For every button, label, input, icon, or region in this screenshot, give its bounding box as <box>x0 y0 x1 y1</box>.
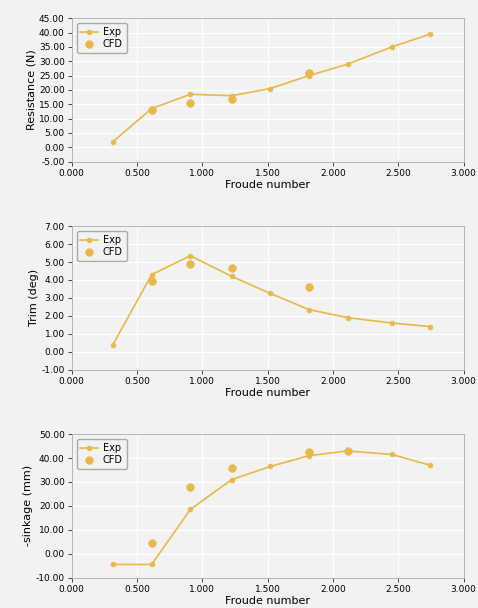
CFD <box>186 482 194 492</box>
Line: Exp: Exp <box>110 32 433 144</box>
Legend: Exp, CFD: Exp, CFD <box>76 231 127 261</box>
Exp <box>427 323 433 330</box>
CFD <box>148 276 155 286</box>
Exp <box>110 341 116 348</box>
Legend: Exp, CFD: Exp, CFD <box>76 23 127 53</box>
Exp <box>306 72 312 79</box>
Exp <box>267 290 273 297</box>
Y-axis label: -sinkage (mm): -sinkage (mm) <box>23 465 33 547</box>
Exp <box>187 506 193 513</box>
Exp <box>306 306 312 313</box>
Exp <box>345 60 350 67</box>
Exp <box>345 314 350 321</box>
CFD <box>186 259 194 269</box>
Exp <box>187 91 193 98</box>
Exp <box>267 85 273 92</box>
Exp <box>389 319 395 326</box>
Y-axis label: Trim (deg): Trim (deg) <box>29 269 39 326</box>
CFD <box>344 446 351 456</box>
Exp <box>229 92 235 99</box>
CFD <box>186 98 194 108</box>
Line: Exp: Exp <box>110 449 433 567</box>
Exp <box>110 561 116 568</box>
CFD <box>228 463 236 472</box>
CFD <box>228 94 236 103</box>
Exp <box>110 138 116 145</box>
Exp <box>149 105 154 112</box>
Exp <box>427 30 433 38</box>
X-axis label: Froude number: Froude number <box>225 389 310 398</box>
CFD <box>305 68 313 78</box>
Exp <box>229 476 235 483</box>
Exp <box>389 43 395 50</box>
Exp <box>229 273 235 280</box>
X-axis label: Froude number: Froude number <box>225 181 310 190</box>
Exp <box>187 252 193 260</box>
Exp <box>427 461 433 469</box>
CFD <box>305 282 313 292</box>
CFD <box>148 538 155 548</box>
CFD <box>148 105 155 115</box>
Exp <box>306 452 312 459</box>
CFD <box>228 263 236 273</box>
Y-axis label: Resistance (N): Resistance (N) <box>26 50 36 130</box>
Line: Exp: Exp <box>110 254 433 347</box>
Exp <box>267 463 273 470</box>
Exp <box>149 271 154 278</box>
Legend: Exp, CFD: Exp, CFD <box>76 439 127 469</box>
CFD <box>305 447 313 457</box>
Exp <box>389 451 395 458</box>
Exp <box>149 561 154 568</box>
Exp <box>345 447 350 455</box>
X-axis label: Froude number: Froude number <box>225 596 310 606</box>
